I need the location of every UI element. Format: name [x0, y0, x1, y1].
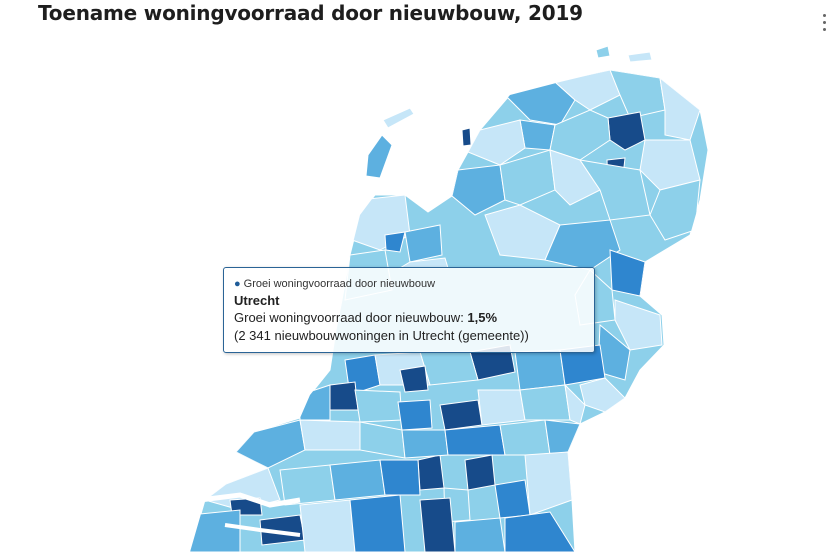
- scheldt-waterway: [199, 492, 301, 508]
- tooltip-value-label: Groei woningvoorraad door nieuwbouw:: [234, 310, 468, 325]
- tooltip-value: 1,5%: [467, 310, 498, 325]
- westerschelde-waterway: [224, 523, 301, 537]
- wadden-island-ameland[interactable]: [595, 45, 611, 59]
- chart-title: Toename woningvoorraad door nieuwbouw, 2…: [38, 1, 583, 25]
- tooltip-series-label: Groei woningvoorraad door nieuwbouw: [243, 278, 436, 290]
- wadden-island-vlieland[interactable]: [382, 107, 415, 129]
- wadden-island-terschelling[interactable]: [461, 127, 472, 147]
- wadden-island-schiermonnikoog[interactable]: [627, 51, 653, 63]
- more-vertical-icon[interactable]: [822, 14, 828, 38]
- municipality-regions[interactable]: [190, 70, 701, 552]
- series-dot-icon: ●: [234, 278, 241, 290]
- wadden-island-texel[interactable]: [365, 134, 393, 179]
- tooltip-region-name: Utrecht: [234, 293, 280, 308]
- tooltip-detail: (2 341 nieuwbouwwoningen in Utrecht (gem…: [234, 328, 529, 343]
- map-tooltip: ● Groei woningvoorraad door nieuwbouw Utr…: [223, 267, 595, 353]
